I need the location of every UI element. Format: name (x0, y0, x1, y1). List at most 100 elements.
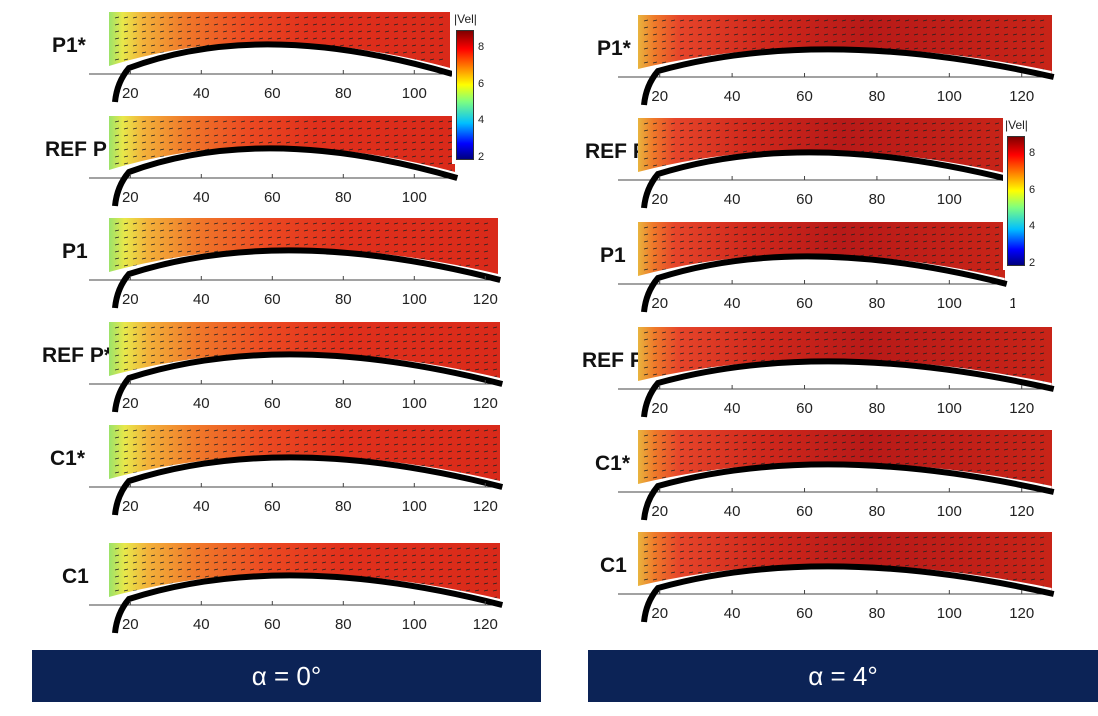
velocity-vector (959, 240, 964, 243)
velocity-vector (195, 23, 200, 26)
velocity-vector (833, 40, 838, 43)
velocity-vector (770, 240, 775, 243)
velocity-vector (923, 550, 928, 553)
velocity-vector (222, 141, 227, 144)
velocity-vector (761, 455, 766, 458)
velocity-vector (384, 222, 389, 225)
velocity-vector (689, 331, 694, 334)
velocity-vector (887, 26, 892, 29)
velocity-vector (716, 150, 721, 153)
velocity-vector (1004, 366, 1009, 369)
velocity-vector (680, 338, 685, 341)
velocity-vector (743, 550, 748, 553)
velocity-vector (177, 450, 182, 453)
velocity-vector (141, 361, 146, 364)
velocity-vector (114, 347, 119, 350)
velocity-vector (402, 229, 407, 232)
velocity-vector (797, 136, 802, 139)
velocity-vector (150, 436, 155, 439)
velocity-vector (357, 347, 362, 350)
velocity-vector (824, 455, 829, 458)
velocity-vector (393, 229, 398, 232)
velocity-vector (339, 148, 344, 151)
velocity-vector (842, 434, 847, 437)
velocity-vector (240, 568, 245, 571)
velocity-vector (680, 550, 685, 553)
velocity-vector (896, 136, 901, 139)
velocity-vector (438, 141, 443, 144)
velocity-vector (1022, 19, 1027, 22)
velocity-vector (114, 340, 119, 343)
velocity-vector (420, 257, 425, 260)
velocity-vector (932, 441, 937, 444)
velocity-vector (168, 450, 173, 453)
velocity-vector (222, 436, 227, 439)
velocity-vector (743, 143, 748, 146)
velocity-vector (932, 240, 937, 243)
velocity-vector (707, 359, 712, 362)
velocity-vector (761, 226, 766, 229)
velocity-vector (734, 338, 739, 341)
velocity-vector (456, 229, 461, 232)
velocity-vector (456, 450, 461, 453)
velocity-vector (114, 30, 119, 33)
velocity-vector (1040, 338, 1045, 341)
velocity-vector (249, 326, 254, 329)
velocity-vector (833, 331, 838, 334)
velocity-vector (132, 429, 137, 432)
velocity-vector (240, 347, 245, 350)
velocity-vector (923, 359, 928, 362)
velocity-vector (896, 40, 901, 43)
velocity-vector (375, 250, 380, 253)
velocity-vector (743, 338, 748, 341)
velocity-vector (1031, 47, 1036, 50)
velocity-vector (644, 434, 649, 437)
velocity-vector (141, 127, 146, 130)
velocity-vector (447, 575, 452, 578)
velocity-vector (1040, 455, 1045, 458)
velocity-vector (159, 148, 164, 151)
velocity-vector (285, 16, 290, 19)
velocity-vector (878, 233, 883, 236)
velocity-vector (707, 136, 712, 139)
velocity-vector (168, 436, 173, 439)
velocity-vector (905, 122, 910, 125)
velocity-vector (896, 564, 901, 567)
velocity-vector (860, 352, 865, 355)
velocity-vector (968, 150, 973, 153)
velocity-vector (474, 589, 479, 592)
velocity-vector (285, 340, 290, 343)
velocity-vector (195, 37, 200, 40)
velocity-vector (671, 261, 676, 264)
velocity-vector (959, 261, 964, 264)
velocity-vector (213, 450, 218, 453)
velocity-vector (150, 443, 155, 446)
velocity-vector (689, 33, 694, 36)
velocity-vector (671, 226, 676, 229)
velocity-vector (968, 47, 973, 50)
velocity-vector (294, 443, 299, 446)
velocity-vector (420, 450, 425, 453)
velocity-vector (779, 26, 784, 29)
velocity-vector (267, 547, 272, 550)
velocity-vector (941, 33, 946, 36)
x-tick-label: 100 (937, 295, 962, 312)
velocity-vector (429, 582, 434, 585)
velocity-vector (348, 340, 353, 343)
colorbar-tick-label: 2 (478, 151, 485, 163)
velocity-vector (806, 455, 811, 458)
velocity-vector (1013, 331, 1018, 334)
velocity-vector (114, 547, 119, 550)
velocity-vector (339, 236, 344, 239)
velocity-vector (357, 340, 362, 343)
velocity-vector (276, 16, 281, 19)
velocity-vector (258, 141, 263, 144)
velocity-vector (1004, 448, 1009, 451)
velocity-vector (1040, 469, 1045, 472)
velocity-vector (1022, 331, 1027, 334)
velocity-vector (267, 222, 272, 225)
velocity-vector (159, 354, 164, 357)
velocity-vector (950, 19, 955, 22)
velocity-vector (366, 120, 371, 123)
velocity-vector (905, 331, 910, 334)
